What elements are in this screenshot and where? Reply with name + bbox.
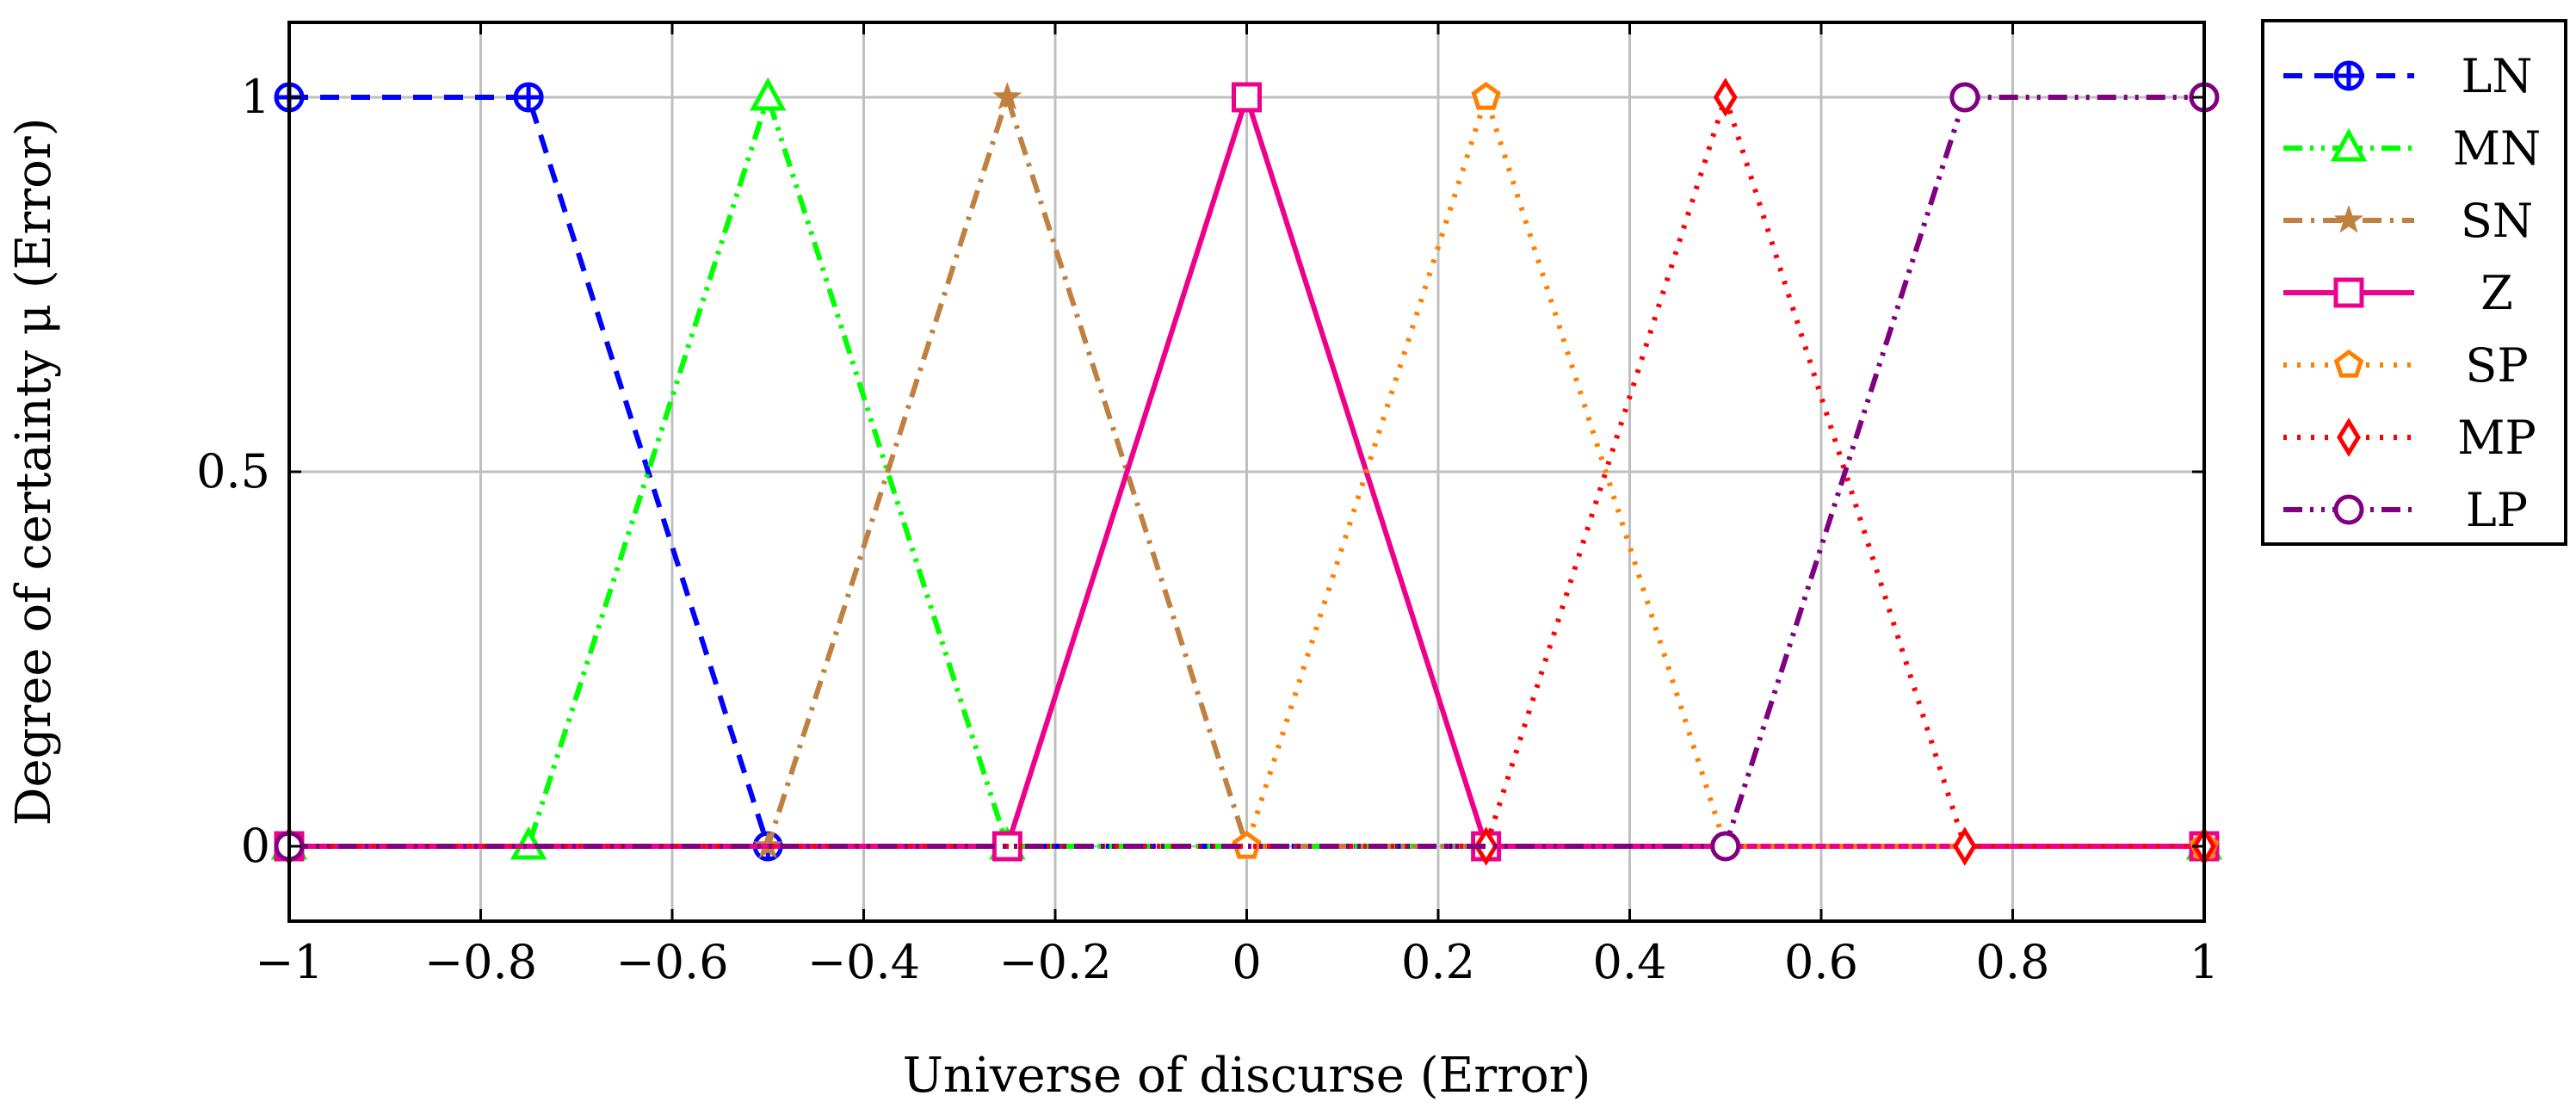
legend-marker-sp (2333, 349, 2364, 378)
legend-marker-ln (2333, 60, 2364, 91)
ticks: −1 −0.8 −0.6 −0.4 −0.2 0 0.2 0.4 0.6 0.8 1 0 0.5 1 (196, 22, 2219, 989)
x-tick-label: −0.2 (998, 935, 1111, 989)
legend-label-mn: MN (2453, 121, 2542, 176)
series-point-lp (1949, 82, 1980, 113)
x-tick-label: 1 (2190, 935, 2219, 989)
series-point-sp (1232, 830, 1262, 859)
series-point-mn (750, 77, 787, 111)
x-tick-label: 0.8 (1976, 935, 2050, 989)
legend: LN MN SN Z SP MP LP (2261, 19, 2567, 546)
y-axis-label: Degree of certainty μ (Error) (6, 118, 62, 826)
y-tick-label: 0.5 (196, 444, 270, 498)
series-point-mp (1952, 826, 1977, 866)
y-tick-label: 1 (241, 70, 270, 124)
legend-label-sp: SP (2465, 338, 2528, 393)
series-point-lp (1710, 831, 1741, 862)
series-point-mp (1713, 77, 1738, 117)
x-tick-label: −0.8 (424, 935, 537, 989)
series-point-mp (1473, 826, 1498, 866)
x-tick-label: −0.4 (807, 935, 920, 989)
grid (287, 22, 2206, 921)
legend-label-sn: SN (2461, 194, 2533, 248)
series-point-z (1232, 82, 1262, 113)
legend-label-ln: LN (2461, 49, 2532, 103)
series-line-lp (289, 95, 2204, 849)
x-tick-label: −1 (255, 935, 324, 989)
legend-marker-sn (2333, 204, 2364, 233)
legend-marker-mn (2330, 127, 2368, 162)
x-axis-label: Universe of discurse (Error) (903, 1048, 1591, 1104)
legend-marker-mp (2337, 418, 2361, 457)
x-tick-label: 0.4 (1593, 935, 1667, 989)
x-tick-label: 0 (1232, 935, 1261, 989)
x-tick-label: 0.2 (1401, 935, 1475, 989)
series-point-sn (992, 81, 1022, 110)
legend-label-lp: LP (2466, 483, 2528, 537)
legend-label-z: Z (2480, 266, 2513, 320)
x-tick-label: 0.6 (1784, 935, 1858, 989)
legend-marker-z (2333, 277, 2364, 308)
legend-label-mp: MP (2457, 411, 2536, 465)
legend-frame (2261, 19, 2567, 546)
legend-marker-lp (2333, 494, 2364, 525)
y-tick-label: 0 (241, 819, 270, 873)
series-point-ln (513, 82, 544, 113)
series-point-sp (1471, 81, 1501, 110)
x-tick-label: −0.6 (615, 935, 728, 989)
